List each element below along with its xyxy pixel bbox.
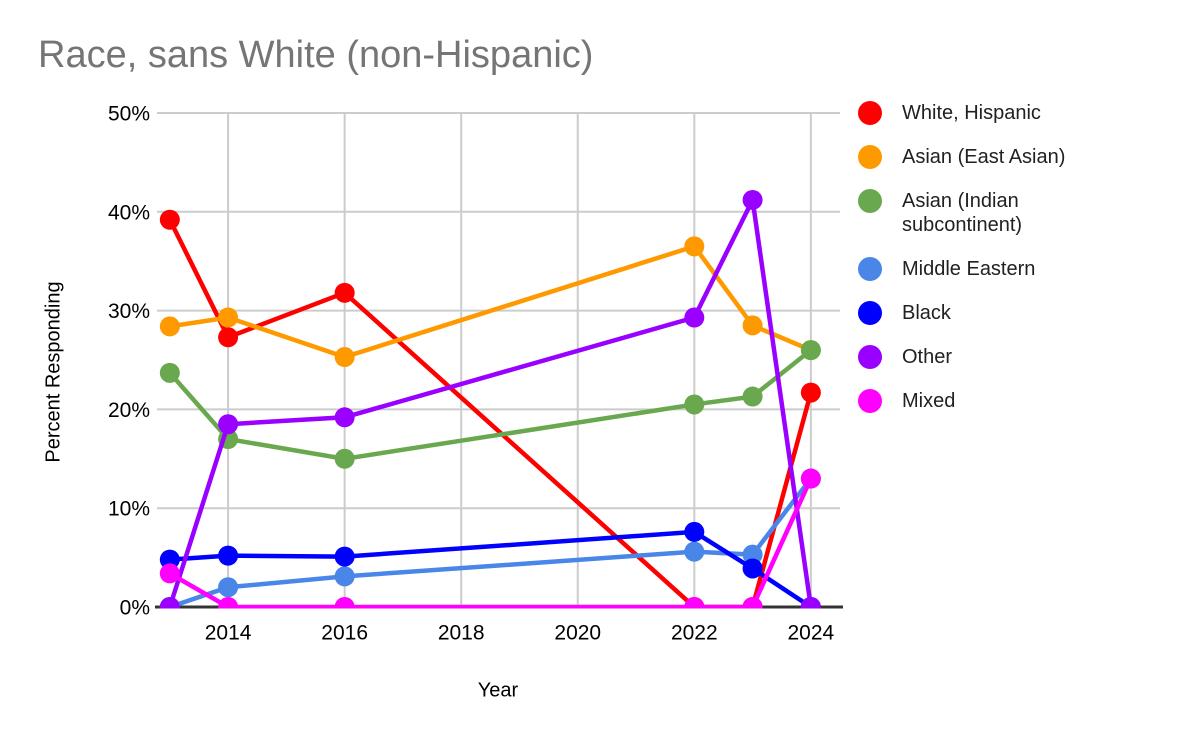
y-tick-label-10%: 10% (108, 498, 150, 521)
legend-swatch-icon (858, 189, 882, 213)
x-axis-title: Year (477, 679, 519, 702)
legend-item-other: Other (858, 345, 1158, 369)
legend-swatch-icon (858, 145, 882, 169)
data-point-white-hispanic-2014 (218, 327, 239, 348)
data-point-middle-eastern-2023 (742, 544, 763, 565)
series-line-asian-indian-subcontinent (168, 348, 813, 462)
data-point-other-2016 (334, 407, 355, 428)
y-tick-label-40%: 40% (108, 201, 150, 224)
data-point-mixed-2013 (159, 563, 180, 584)
chart-title: Race, sans White (non-Hispanic) (38, 34, 594, 76)
data-point-white-hispanic-2024 (800, 382, 821, 403)
data-point-black-2014 (218, 545, 239, 566)
data-point-other-2013 (159, 597, 180, 609)
series-line-asian-east-asian (169, 243, 812, 360)
data-point-middle-eastern-2014 (218, 577, 239, 598)
legend-item-black: Black (858, 301, 1158, 325)
x-tick-label-2016: 2016 (321, 622, 368, 645)
data-point-asian-indian-subcontinent-2016 (334, 448, 355, 469)
data-point-other-2022 (684, 307, 705, 328)
legend-item-asian-east-asian: Asian (East Asian) (858, 145, 1158, 169)
data-point-other-2023 (742, 189, 763, 210)
data-point-asian-indian-subcontinent-2024 (800, 340, 821, 361)
legend-label: Asian (Indian subcontinent) (902, 190, 1023, 236)
series-group (159, 189, 821, 609)
x-tick-label-2018: 2018 (438, 622, 485, 645)
legend-item-middle-eastern: Middle Eastern (858, 257, 1158, 281)
data-point-black-2023 (742, 558, 763, 579)
data-point-asian-east-asian-2016 (334, 347, 355, 368)
legend-swatch-icon (858, 101, 882, 125)
legend-item-asian-indian-subcontinent: Asian (Indian subcontinent) (858, 189, 1158, 237)
legend-label: Mixed (902, 390, 956, 412)
data-point-mixed-2014 (218, 597, 239, 609)
data-point-mixed-2024 (800, 468, 821, 489)
data-point-black-2022 (684, 521, 705, 542)
data-point-asian-indian-subcontinent-2023 (742, 386, 763, 407)
legend-swatch-icon (858, 301, 882, 325)
legend-label: Middle Eastern (902, 258, 1036, 280)
y-tick-label-30%: 30% (108, 300, 150, 323)
data-point-asian-east-asian-2022 (684, 236, 705, 257)
legend-swatch-icon (858, 389, 882, 413)
y-tick-label-50%: 50% (108, 103, 150, 126)
y-tick-label-0%: 0% (120, 597, 150, 620)
legend-swatch-icon (858, 345, 882, 369)
y-tick-label-20%: 20% (108, 399, 150, 422)
legend: White, Hispanic Asian (East Asian) Asian (… (858, 101, 1158, 433)
data-point-mixed-2022 (684, 597, 705, 609)
legend-swatch-icon (858, 257, 882, 281)
legend-item-mixed: Mixed (858, 389, 1158, 413)
x-tick-label-2020: 2020 (554, 622, 601, 645)
data-point-mixed-2016 (334, 597, 355, 609)
legend-label: Other (902, 346, 953, 368)
data-point-asian-east-asian-2014 (218, 307, 239, 328)
series-line-other (167, 192, 814, 608)
series-line-middle-eastern (169, 477, 813, 609)
x-tick-label-2024: 2024 (788, 622, 835, 645)
data-point-middle-eastern-2016 (334, 566, 355, 587)
legend-label: Asian (East Asian) (902, 146, 1066, 168)
data-point-asian-east-asian-2013 (159, 316, 180, 337)
legend-item-white-hispanic: White, Hispanic (858, 101, 1158, 125)
series-line-black (169, 529, 813, 609)
x-tick-label-2014: 2014 (205, 622, 252, 645)
data-point-mixed-2023 (742, 597, 763, 609)
data-point-other-2024 (800, 597, 821, 609)
legend-label: White, Hispanic (902, 102, 1041, 124)
data-point-asian-indian-subcontinent-2022 (684, 394, 705, 415)
data-point-white-hispanic-2016 (334, 282, 355, 303)
legend-label: Black (902, 302, 951, 324)
data-point-middle-eastern-2022 (684, 541, 705, 562)
data-point-white-hispanic-2013 (159, 209, 180, 230)
data-point-asian-indian-subcontinent-2013 (159, 362, 180, 383)
y-axis-title: Percent Responding (42, 281, 65, 463)
data-point-black-2016 (334, 546, 355, 567)
data-point-black-2013 (159, 549, 180, 570)
data-point-asian-east-asian-2023 (742, 315, 763, 336)
data-point-other-2014 (218, 414, 239, 435)
series-line-mixed (168, 477, 813, 609)
x-tick-label-2022: 2022 (671, 622, 718, 645)
